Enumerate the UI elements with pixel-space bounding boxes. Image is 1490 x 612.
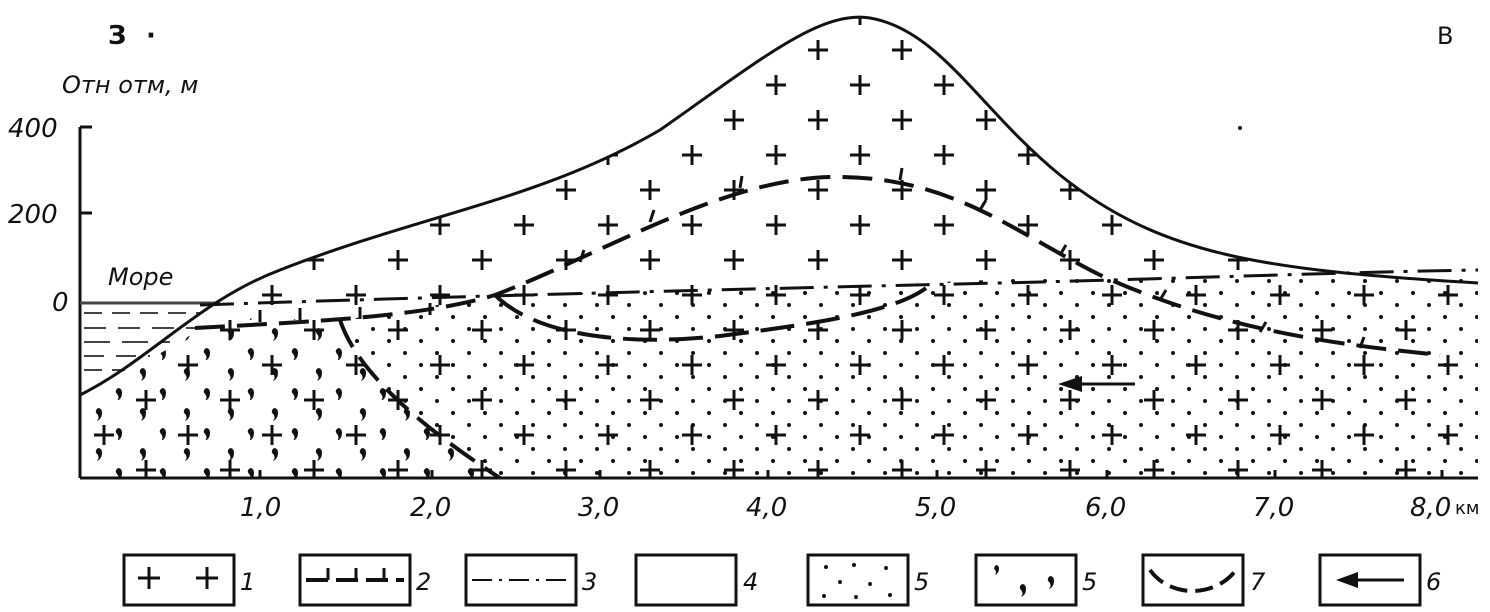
curved-dashed-lens [493, 283, 932, 342]
legend-item-5-dots: 5 [806, 553, 929, 607]
dash-dot-boundary [199, 268, 1479, 307]
sea-label: Море [108, 263, 173, 291]
legend-number-4: 4 [743, 568, 758, 596]
legend-item-4: 4 [634, 553, 758, 607]
legend-item-5-commas: 5 [974, 553, 1097, 607]
dotted-zone-fill [340, 271, 1478, 478]
corner-letter-right: В [1437, 22, 1453, 50]
x-tick-label-8: 8,0 [1410, 493, 1451, 523]
legend-crosses-icon [138, 567, 218, 589]
legend-commas-icon [994, 565, 1054, 597]
relief-profile-line [79, 15, 1479, 397]
x-tick-label-7: 7,0 [1253, 493, 1294, 523]
sea-water-lines [80, 301, 220, 371]
stray-dot [1238, 126, 1242, 130]
x-tick-label-2: 2,0 [410, 493, 451, 523]
x-tick-label-5: 5,0 [915, 493, 956, 523]
x-axis-unit: км [1455, 498, 1479, 519]
legend-number-7: 7 [1250, 568, 1266, 596]
legend-item-7: 7 [1141, 553, 1266, 607]
x-tick-label-6: 6,0 [1085, 493, 1126, 523]
y-tick-label-400: 400 [8, 114, 58, 144]
legend-item-2: 2 [298, 553, 431, 607]
corner-dot: · [146, 21, 156, 51]
legend-number-5b: 5 [1082, 568, 1097, 596]
flow-arrow-icon [1058, 376, 1135, 392]
curved-dashed-contact [338, 319, 502, 480]
legend-number-2: 2 [416, 568, 431, 596]
legend-item-6: 6 [1318, 553, 1441, 607]
legend-item-1: 1 [122, 553, 255, 607]
legend-number-5: 5 [914, 568, 929, 596]
legend-curve-icon [1148, 568, 1238, 593]
y-tick-label-200: 200 [8, 200, 58, 230]
x-tick-label-3: 3,0 [578, 493, 619, 523]
legend-number-1: 1 [240, 568, 255, 596]
legend: 1 2 3 4 5 [122, 553, 1441, 607]
corner-letter-left: З [108, 21, 126, 51]
dashed-ticked-boundary [194, 174, 1441, 357]
legend-number-3: 3 [582, 568, 597, 596]
legend-dots-icon [822, 563, 892, 599]
x-tick-label-4: 4,0 [746, 493, 787, 523]
boundary-ticks [258, 167, 1366, 349]
legend-number-6: 6 [1426, 568, 1441, 596]
legend-item-3: 3 [464, 553, 597, 607]
y-axis-title: Отн отм, м [62, 71, 198, 99]
legend-arrow-icon [1336, 572, 1404, 588]
y-tick-label-0: 0 [52, 288, 69, 318]
x-tick-label-1: 1,0 [240, 493, 281, 523]
